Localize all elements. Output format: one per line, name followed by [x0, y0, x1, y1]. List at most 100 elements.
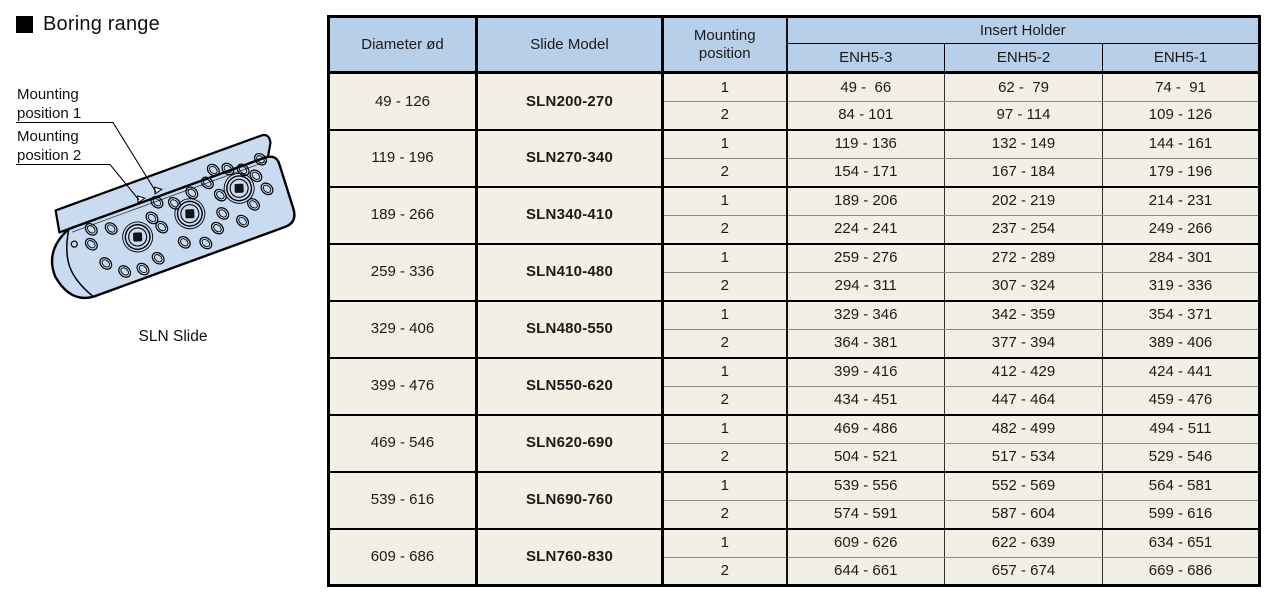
mounting-hole: [104, 222, 118, 235]
mounting-position-cell: 1: [662, 129, 788, 159]
page-title: Boring range: [43, 13, 160, 35]
table-row: 49 - 126 SLN200-270 1 49 - 66 62 - 79 74 - 91: [328, 72, 1260, 131]
holder-range-cell: 482 - 499: [944, 414, 1103, 444]
mounting-position-cell: 1: [662, 471, 788, 501]
slide-model-cell: SLN200-270: [476, 72, 664, 131]
table-row: 399 - 476 SLN550-620 1 399 - 416 412 - 429 42…: [328, 357, 1260, 416]
holder-range-cell: 412 - 429: [944, 357, 1103, 387]
holder-range-cell: 342 - 359: [944, 300, 1103, 330]
mounting-holes: [84, 152, 274, 278]
mounting-hole: [236, 214, 250, 228]
diameter-cell: 119 - 196: [328, 129, 478, 188]
mounting-position-cell: 1: [662, 243, 788, 273]
diameter-cell: 259 - 336: [328, 243, 478, 302]
mounting-position-cell: 2: [662, 101, 788, 131]
slide-block: [50, 133, 296, 300]
diameter-cell: 609 - 686: [328, 528, 478, 587]
holder-range-cell: 609 - 626: [786, 528, 945, 558]
slide-model-cell: SLN340-410: [476, 186, 664, 245]
slide-model-cell: SLN270-340: [476, 129, 664, 188]
mounting-hole: [136, 262, 150, 276]
holder-range-cell: 434 - 451: [786, 386, 945, 416]
block-cap-edge: [66, 228, 94, 298]
mounting-hole: [84, 237, 98, 251]
holder-range-cell: 49 - 66: [786, 72, 945, 102]
insert-pocket: [122, 221, 154, 253]
holder-range-cell: 74 - 91: [1102, 72, 1260, 102]
holder-range-cell: 97 - 114: [944, 101, 1103, 131]
holder-range-cell: 552 - 569: [944, 471, 1103, 501]
mounting-hole: [216, 207, 230, 220]
holder-range-cell: 622 - 639: [944, 528, 1103, 558]
mounting-hole: [221, 162, 235, 176]
holder-header-enh5-2: ENH5-2: [944, 43, 1103, 73]
table-row: 189 - 266 SLN340-410 1 189 - 206 202 - 219 21…: [328, 186, 1260, 245]
holder-range-cell: 202 - 219: [944, 186, 1103, 216]
slide-model-cell: SLN620-690: [476, 414, 664, 473]
mounting-position-cell: 2: [662, 215, 788, 245]
holder-range-cell: 307 - 324: [944, 272, 1103, 302]
table-row: 2 364 - 381 377 - 394 389 - 406: [329, 329, 1260, 359]
table-row: 469 - 546 SLN620-690 1 469 - 486 482 - 499 49…: [328, 414, 1260, 473]
mounting-position-cell: 2: [662, 158, 788, 188]
slide-caption: SLN Slide: [139, 328, 208, 345]
holder-range-cell: 459 - 476: [1102, 386, 1260, 416]
mounting-hole: [118, 265, 132, 278]
header-row-1: Diameter ød Slide Model Mounting positio…: [328, 16, 1260, 73]
mounting-position-cell: 1: [662, 357, 788, 387]
mounting-position-2-label-line1: Mounting: [17, 128, 79, 145]
holder-range-cell: 389 - 406: [1102, 329, 1260, 359]
block-top-face: [54, 133, 272, 234]
diameter-cell: 49 - 126: [328, 72, 478, 131]
mounting-hole: [200, 176, 214, 190]
mounting-position-cell: 2: [662, 272, 788, 302]
table-row: 259 - 336 SLN410-480 1 259 - 276 272 - 289 28…: [328, 243, 1260, 302]
table-row: 2 574 - 591 587 - 604 599 - 616: [329, 500, 1260, 530]
mounting-hole: [84, 223, 98, 236]
holder-range-cell: 364 - 381: [786, 329, 945, 359]
header-row-2: ENH5-3 ENH5-2 ENH5-1: [329, 43, 1260, 73]
diameter-cell: 189 - 266: [328, 186, 478, 245]
mounting-position-2-label-line2: position 2: [17, 147, 81, 164]
holder-range-cell: 259 - 276: [786, 243, 945, 273]
holder-range-cell: 294 - 311: [786, 272, 945, 302]
mounting-position-1-label-line1: Mounting: [17, 86, 79, 103]
table-row: 119 - 196 SLN270-340 1 119 - 136 132 - 149 14…: [328, 129, 1260, 188]
mounting-position-cell: 1: [662, 528, 788, 558]
block-front-face: [50, 155, 296, 300]
mounting-hole: [249, 169, 263, 183]
holder-range-cell: 469 - 486: [786, 414, 945, 444]
holder-range-cell: 329 - 346: [786, 300, 945, 330]
holder-range-cell: 249 - 266: [1102, 215, 1260, 245]
table-row: 2 294 - 311 307 - 324 319 - 336: [329, 272, 1260, 302]
holder-range-cell: 132 - 149: [944, 129, 1103, 159]
mounting-position-cell: 1: [662, 72, 788, 102]
holder-range-cell: 504 - 521: [786, 443, 945, 473]
insert-pocket: [223, 172, 255, 204]
insert-holder-header: Insert Holder: [786, 16, 1260, 44]
sln-slide-illustration: Mounting position 1 Mounting position 2 …: [16, 86, 296, 345]
insert-pocket: [174, 198, 206, 230]
slide-model-cell: SLN690-760: [476, 471, 664, 530]
slide-model-cell: SLN760-830: [476, 528, 664, 587]
mounting-hole: [260, 182, 274, 196]
leader-line-2: [16, 163, 140, 201]
table-row: 329 - 406 SLN480-550 1 329 - 346 342 - 359 35…: [328, 300, 1260, 359]
table-row: 609 - 686 SLN760-830 1 609 - 626 622 - 639 63…: [328, 528, 1260, 587]
diameter-cell: 399 - 476: [328, 357, 478, 416]
block-edge-line: [71, 160, 267, 233]
mounting-position-cell: 2: [662, 557, 788, 587]
slide-model-cell: SLN550-620: [476, 357, 664, 416]
holder-range-cell: 154 - 171: [786, 158, 945, 188]
holder-range-cell: 539 - 556: [786, 471, 945, 501]
holder-range-cell: 224 - 241: [786, 215, 945, 245]
holder-range-cell: 237 - 254: [944, 215, 1103, 245]
mounting-hole: [150, 195, 164, 209]
mounting-hole: [151, 251, 165, 265]
holder-header-enh5-3: ENH5-3: [786, 43, 945, 73]
mounting-position-header: Mounting position: [662, 16, 788, 73]
holder-range-cell: 494 - 511: [1102, 414, 1260, 444]
table-row: 2 84 - 101 97 - 114 109 - 126: [329, 101, 1260, 131]
mounting-position-cell: 2: [662, 443, 788, 473]
